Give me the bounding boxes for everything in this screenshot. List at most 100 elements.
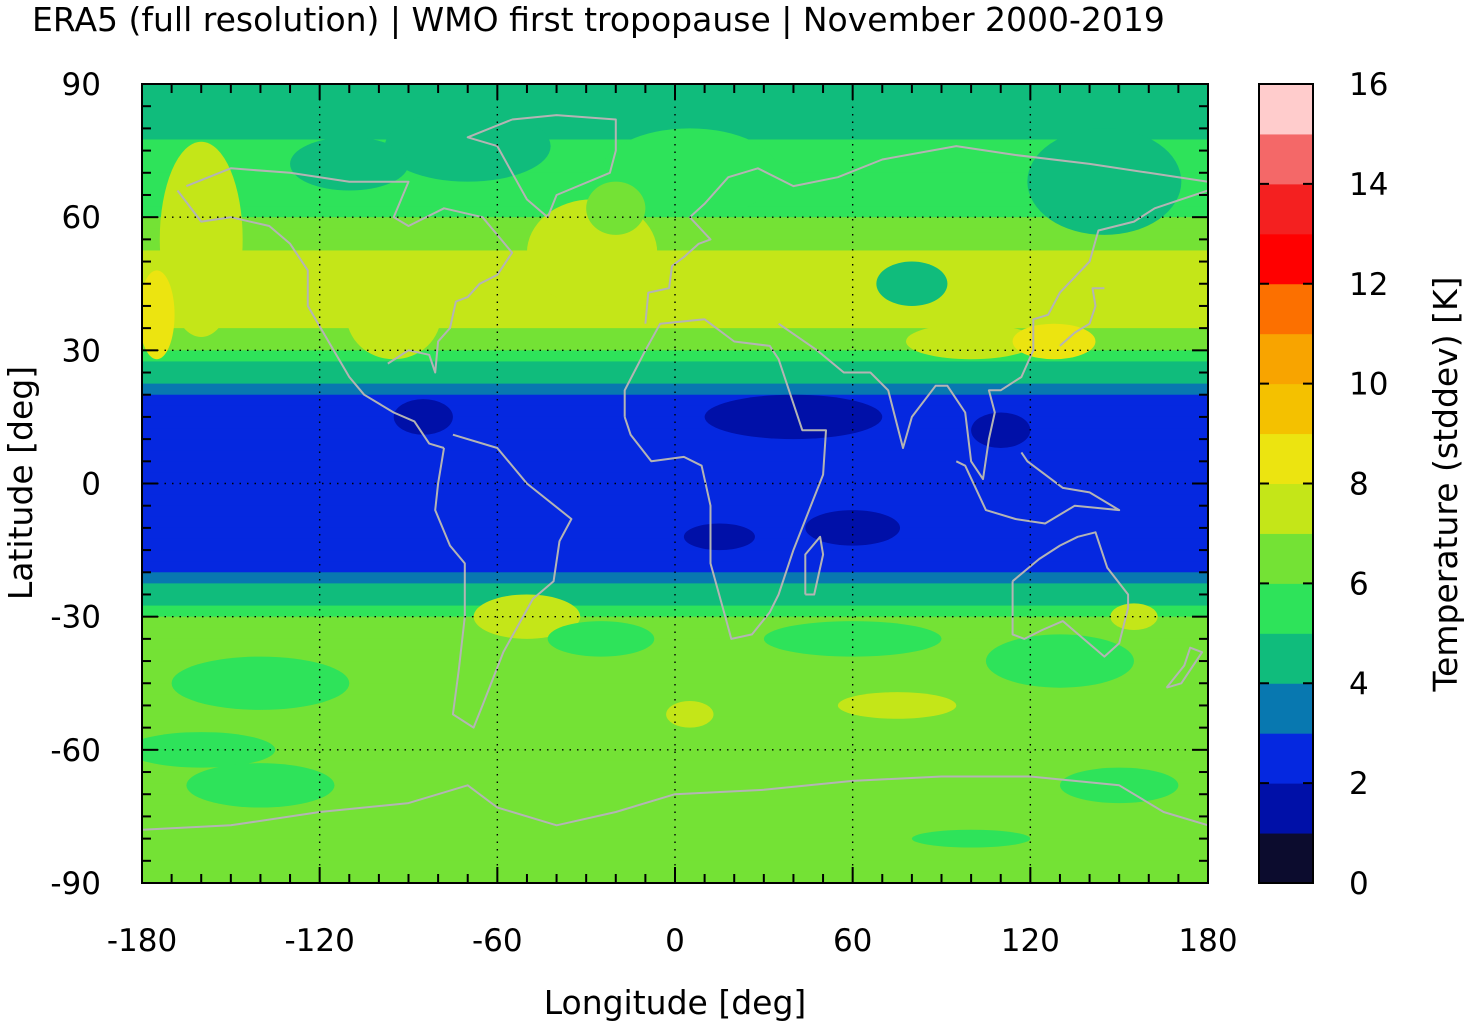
zonal-band [142,394,1208,407]
zonal-band [142,860,1208,873]
field-patch [186,763,335,808]
colorbar-tick-label: 16 [1349,67,1388,103]
colorbar-segment [1259,483,1313,534]
zonal-band [142,594,1208,607]
zonal-band [142,405,1208,418]
coastline [176,189,445,449]
zonal-band [142,494,1208,507]
coastline [186,167,514,374]
zonal-band [142,727,1208,740]
field-patch [586,181,646,235]
colorbar-segment [1259,433,1313,484]
zonal-band [142,272,1208,285]
zonal-band [142,95,1208,107]
zonal-band [142,117,1208,129]
coastline [1059,287,1105,347]
colorbar-segment [1259,683,1313,734]
x-tick-label: 180 [1178,923,1237,959]
zonal-band [142,572,1208,584]
zonal-band [142,239,1208,252]
coastline [466,114,617,219]
colorbar-segment [1259,833,1313,884]
field-patch [911,829,1031,848]
field-patch [142,270,175,360]
zonal-band [142,661,1208,673]
zonal-band [142,328,1208,340]
zonal-band [142,638,1208,651]
x-axis-label: Longitude [deg] [544,983,807,1022]
x-tick-label: -180 [107,923,177,959]
field-patch [876,261,948,306]
colorbar-tick-labels: 16 14 12 10 8 6 4 2 0 [1349,67,1388,902]
colorbar-segment [1259,733,1313,784]
colorbar-segment [1259,233,1313,285]
colorbar-tick-label: 14 [1349,167,1388,203]
zonal-band [142,372,1208,385]
zonal-band [142,527,1208,540]
y-tick-label: -60 [50,733,101,769]
zonal-band [142,550,1208,562]
y-axis-label: Latitude [deg] [1,366,40,600]
grid [142,84,1208,883]
zonal-band [142,283,1208,296]
zonal-band [142,649,1208,662]
field-patch [547,621,655,657]
coastline [623,318,827,640]
field-patch [985,634,1134,688]
coastline [434,433,573,729]
x-tick-labels: -180 -120 -60 0 60 120 180 [107,923,1238,959]
colorbar-segment [1259,183,1313,235]
y-tick-label: 90 [62,67,101,103]
field-patches [142,110,1182,848]
colorbar [1258,83,1314,884]
zonal-band [142,261,1208,274]
coastlines [142,114,1208,831]
y-tick-label: 30 [62,333,101,369]
zonal-band [142,616,1208,629]
y-tick-label: 60 [62,200,101,236]
zonal-band [142,450,1208,462]
coastline [955,451,1121,525]
zonal-band [142,305,1208,318]
coastline [804,535,825,596]
colorbar-segment [1259,84,1313,135]
zonal-band [142,339,1208,351]
zonal-band [142,783,1208,795]
x-tick-label: -60 [472,923,523,959]
x-tick-label: 120 [1001,923,1060,959]
field-patch [763,621,942,657]
field-patch [159,141,243,338]
zonal-band [142,683,1208,695]
colorbar-segment [1259,283,1313,335]
field-patch [142,732,276,768]
y-tick-label: -30 [50,600,101,636]
chart-title: ERA5 (full resolution) | WMO first tropo… [32,0,1165,39]
colorbar-segment [1259,583,1313,634]
coastline [1165,646,1204,689]
zonal-band [142,583,1208,596]
zonal-band [142,794,1208,806]
coastline [778,189,1208,481]
field-patch [837,692,957,719]
zonal-band [142,772,1208,784]
zonal-band [142,749,1208,762]
x-tick-label: 60 [833,923,872,959]
zonal-band [142,383,1208,396]
zonal-band [142,538,1208,551]
zonal-band [142,805,1208,818]
zonal-band [142,561,1208,573]
colorbar-tick-label: 12 [1349,267,1388,303]
coastline [644,145,1208,324]
zonal-band [142,350,1208,363]
field-patch [666,701,714,728]
zonal-band [142,217,1208,229]
coastline [1011,531,1130,658]
colorbar-label: Temperature (stddev) [K] [1426,276,1465,692]
colorbar-segment [1259,783,1313,834]
field-patch [905,323,1037,360]
zonal-band [142,672,1208,684]
zonal-band [142,516,1208,529]
field-patch [1012,323,1096,360]
field-patch [683,523,755,551]
